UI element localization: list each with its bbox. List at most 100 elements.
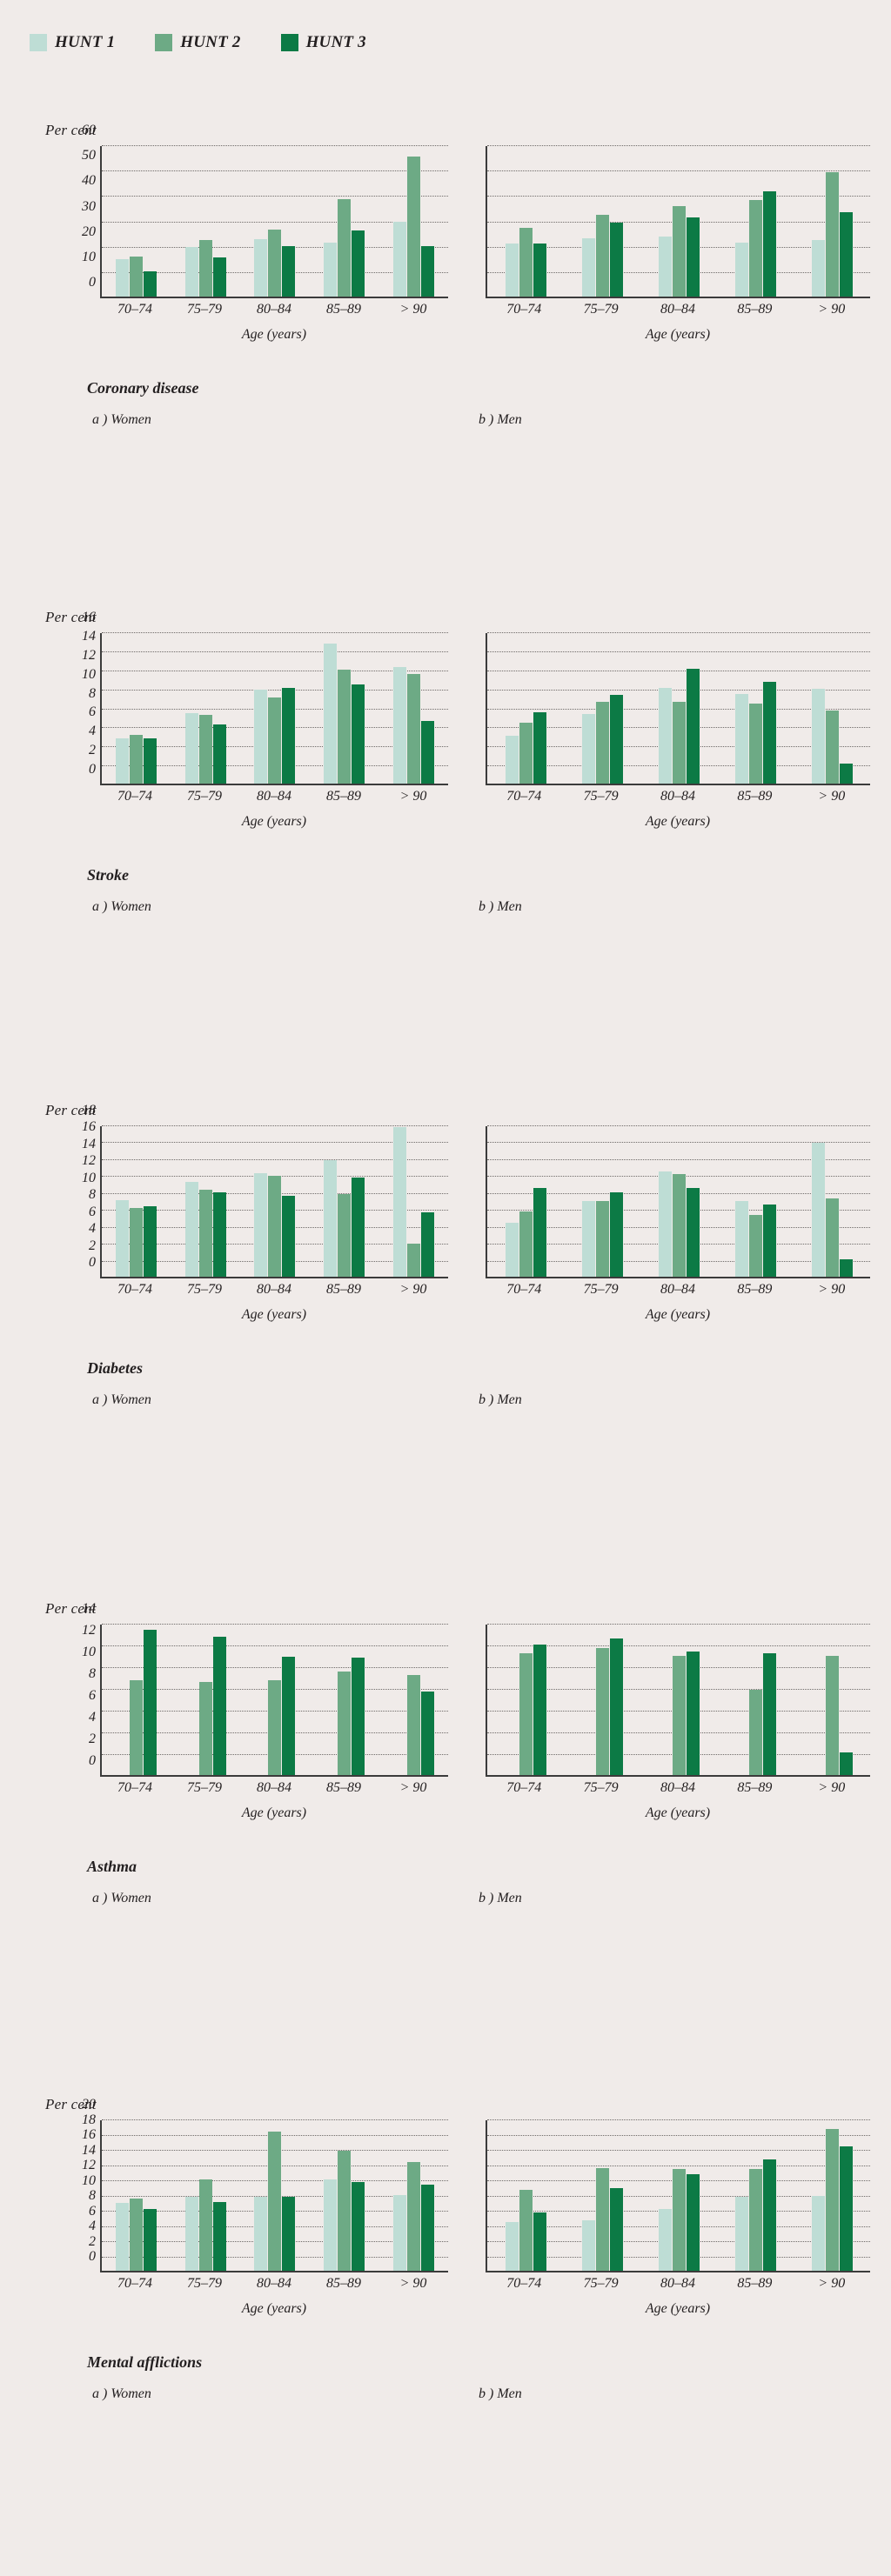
bar-hunt1-3 xyxy=(324,1160,338,1277)
x-axis-tick: > 90 xyxy=(818,302,846,317)
bar-hunt1-4 xyxy=(811,2196,825,2271)
x-axis-tick-labels: 70–74 75–79 80–84 85–89 > 90 xyxy=(100,1282,448,1298)
y-axis-tick: 2 xyxy=(89,1732,96,1746)
bar-hunt2-4 xyxy=(406,1675,420,1775)
bar-group xyxy=(310,1126,379,1277)
bar-hunt3-1 xyxy=(609,1638,623,1775)
bar-group xyxy=(240,146,310,297)
chart-panel-women: 0 2 4 6 8 10 12 14 16 18 20 70–74 75–79 80–84 85–89 > 9… xyxy=(48,2097,448,2316)
bar-group xyxy=(102,2120,171,2271)
x-axis-tick: 70–74 xyxy=(506,2276,542,2291)
y-axis-tick: 2 xyxy=(89,2233,96,2249)
x-axis-line xyxy=(487,297,870,298)
y-axis-tick: 12 xyxy=(82,2158,96,2172)
bar-hunt1-0 xyxy=(505,2221,519,2271)
bar-group xyxy=(794,146,870,297)
x-axis-tick-labels: 70–74 75–79 80–84 85–89 > 90 xyxy=(486,2276,870,2292)
x-axis-title: Age (years) xyxy=(645,814,711,829)
bar-group xyxy=(171,2120,241,2271)
bar-hunt2-0 xyxy=(130,2198,144,2271)
bar-hunt2-0 xyxy=(519,1653,533,1775)
y-axis-tick: 30 xyxy=(82,198,96,214)
x-axis-line xyxy=(487,1775,870,1777)
gridline xyxy=(487,632,870,633)
y-axis-tick: 12 xyxy=(82,1153,96,1169)
bar-hunt2-3 xyxy=(338,2150,352,2271)
x-axis-line xyxy=(102,784,448,785)
bar-hunt3-2 xyxy=(686,1651,700,1775)
plot-area: 0 2 4 6 8 10 12 14 xyxy=(82,1601,448,1777)
gridline xyxy=(487,2134,870,2136)
gridline xyxy=(102,689,448,691)
bar-hunt1-1 xyxy=(581,1200,595,1277)
y-axis-tick: 0 xyxy=(89,762,96,777)
bar-hunt1-2 xyxy=(254,238,268,297)
bar-group xyxy=(102,1625,171,1775)
bar-hunt1-4 xyxy=(392,221,406,297)
x-axis-tick: > 90 xyxy=(818,2276,846,2291)
bar-hunt3-0 xyxy=(533,711,546,784)
bar-hunt3-2 xyxy=(686,1188,700,1277)
bar-hunt3-2 xyxy=(282,2197,296,2271)
bar-group xyxy=(171,1126,241,1277)
bar-hunt1-3 xyxy=(734,2197,748,2271)
bar-group xyxy=(564,1126,640,1277)
gridline xyxy=(102,1624,448,1625)
bar-group xyxy=(240,1126,310,1277)
x-axis-line xyxy=(487,784,870,785)
gridline xyxy=(487,145,870,146)
chart-title: Stroke xyxy=(87,866,130,884)
bar-hunt2-4 xyxy=(406,157,420,297)
bar-group xyxy=(640,1625,717,1775)
bar-hunt3-3 xyxy=(762,682,776,784)
gridline xyxy=(102,1667,448,1668)
y-axis-tick: 16 xyxy=(82,610,96,624)
bar-hunt3-4 xyxy=(420,1212,434,1277)
bar-groups xyxy=(102,1126,448,1277)
x-axis-title: Age (years) xyxy=(241,814,307,829)
x-axis-tick: 70–74 xyxy=(506,302,542,317)
y-axis-tick: 10 xyxy=(82,249,96,264)
bar-hunt1-2 xyxy=(658,237,672,297)
bar-group xyxy=(717,633,794,784)
x-axis-tick: 75–79 xyxy=(583,2276,619,2291)
bar-group xyxy=(487,633,564,784)
bar-hunt2-0 xyxy=(519,722,533,784)
y-axis-title: Per cent xyxy=(45,1102,97,1118)
y-axis-tick: 6 xyxy=(89,1688,96,1703)
bar-hunt1-0 xyxy=(505,243,519,297)
bar-hunt2-1 xyxy=(198,2179,212,2271)
bar-group xyxy=(171,633,241,784)
bar-hunt2-1 xyxy=(595,1648,609,1775)
x-axis-tick: > 90 xyxy=(818,1780,846,1795)
panel-label-men: b ) Men xyxy=(479,1891,522,1905)
bar-hunt1-2 xyxy=(254,1172,268,1277)
bar-group xyxy=(102,1126,171,1277)
bar-group xyxy=(102,146,171,297)
bar-group xyxy=(564,146,640,297)
bar-hunt2-2 xyxy=(672,701,686,784)
x-axis-tick: > 90 xyxy=(399,2276,427,2291)
gridline xyxy=(487,2150,870,2151)
bar-hunt3-1 xyxy=(212,1636,226,1775)
bar-group xyxy=(717,2120,794,2271)
bar-hunt3-1 xyxy=(212,2202,226,2271)
bar-group xyxy=(794,633,870,784)
gridline xyxy=(102,1645,448,1646)
plot-area: 0 2 4 6 8 10 12 14 16 xyxy=(82,610,448,785)
bar-hunt2-3 xyxy=(338,199,352,297)
x-axis-tick-labels: 70–74 75–79 80–84 85–89 > 90 xyxy=(100,2276,448,2292)
bar-hunt3-4 xyxy=(420,1691,434,1775)
bar-group xyxy=(640,2120,717,2271)
bar-hunt3-4 xyxy=(839,211,853,297)
x-axis-tick: 85–89 xyxy=(326,2276,361,2291)
x-axis-tick-labels: 70–74 75–79 80–84 85–89 > 90 xyxy=(486,789,870,804)
y-axis-tick: 4 xyxy=(89,2219,96,2233)
x-axis-line xyxy=(487,2271,870,2272)
gridline xyxy=(487,1624,870,1625)
